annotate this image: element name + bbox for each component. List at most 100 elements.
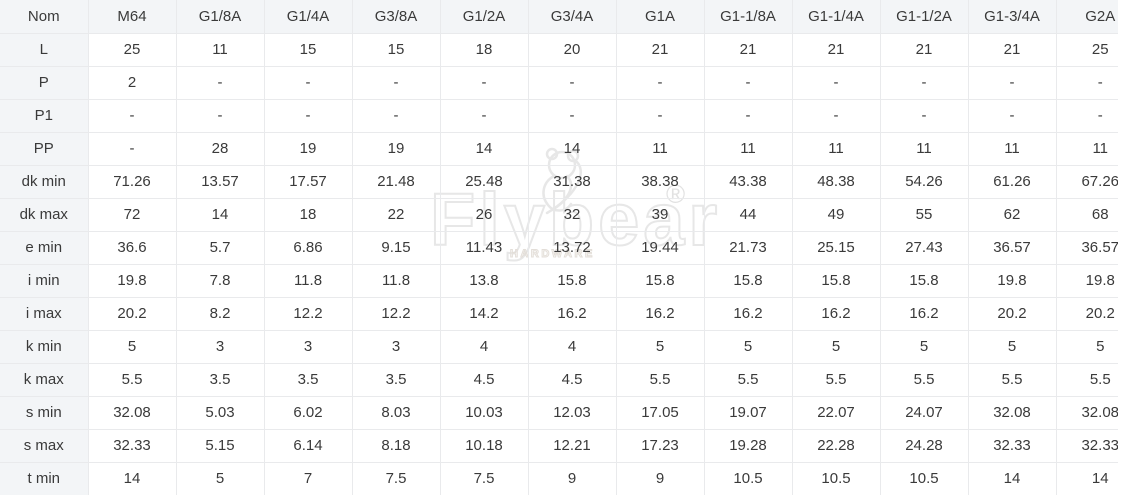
table-cell: 32.08: [968, 396, 1057, 430]
table-row: k min 5 3 3 3 4 4 5 5 5 5 5 5: [0, 330, 1118, 364]
table-cell: 68: [1056, 198, 1118, 232]
table-cell: -: [704, 99, 793, 133]
table-cell: 10.5: [792, 462, 881, 495]
row-label: i max: [0, 297, 89, 331]
table-cell: 4.5: [440, 363, 529, 397]
table-cell: 21: [880, 33, 969, 67]
table-cell: 11.8: [264, 264, 353, 298]
table-row: i max 20.2 8.2 12.2 12.2 14.2 16.2 16.2 16.2 16.2…: [0, 297, 1118, 331]
table-cell: 11.43: [440, 231, 529, 265]
table-cell: 16.2: [528, 297, 617, 331]
table-row: L 25 11 15 15 18 20 21 21 21 21 21 25: [0, 33, 1118, 67]
table-cell: 15.8: [880, 264, 969, 298]
table-cell: 11: [616, 132, 705, 166]
table-cell: 32.33: [88, 429, 177, 463]
table-cell: 14: [176, 198, 265, 232]
table-cell: -: [440, 99, 529, 133]
table-cell: 5.5: [704, 363, 793, 397]
table-cell: 14: [528, 132, 617, 166]
table-cell: 5: [792, 330, 881, 364]
table-cell: 5: [968, 330, 1057, 364]
table-cell: 5.5: [968, 363, 1057, 397]
table-cell: 21: [792, 33, 881, 67]
table-cell: 67.26: [1056, 165, 1118, 199]
table-cell: 19.8: [968, 264, 1057, 298]
table-cell: 25: [1056, 33, 1118, 67]
column-header: G1/4A: [264, 0, 353, 34]
table-cell: 12.2: [352, 297, 441, 331]
table-cell: 22: [352, 198, 441, 232]
table-cell: 12.03: [528, 396, 617, 430]
table-row: i min 19.8 7.8 11.8 11.8 13.8 15.8 15.8 15.8 15.8…: [0, 264, 1118, 298]
table-cell: 20: [528, 33, 617, 67]
table-cell: 10.5: [880, 462, 969, 495]
table-cell: 36.57: [968, 231, 1057, 265]
table-cell: -: [1056, 66, 1118, 100]
table-cell: 3: [352, 330, 441, 364]
table-cell: 5: [616, 330, 705, 364]
table-cell: 15: [264, 33, 353, 67]
table-cell: 28: [176, 132, 265, 166]
table-cell: 3.5: [264, 363, 353, 397]
table-cell: -: [88, 99, 177, 133]
table-cell: 5: [88, 330, 177, 364]
table-cell: 12.21: [528, 429, 617, 463]
table-cell: -: [792, 99, 881, 133]
table-cell: -: [264, 66, 353, 100]
table-cell: 32.33: [1056, 429, 1118, 463]
row-label: s max: [0, 429, 89, 463]
row-label-column-header: Nom: [0, 0, 89, 34]
table-cell: 71.26: [88, 165, 177, 199]
table-cell: 25: [88, 33, 177, 67]
table-cell: 55: [880, 198, 969, 232]
table-cell: 21: [704, 33, 793, 67]
table-cell: 10.03: [440, 396, 529, 430]
table-cell: -: [88, 132, 177, 166]
table-cell: 43.38: [704, 165, 793, 199]
table-cell: 3.5: [176, 363, 265, 397]
table-cell: 5.5: [88, 363, 177, 397]
table-cell: 72: [88, 198, 177, 232]
table-cell: 11: [176, 33, 265, 67]
table-cell: 11: [792, 132, 881, 166]
table-cell: 11: [1056, 132, 1118, 166]
table-cell: -: [528, 66, 617, 100]
table-cell: 18: [264, 198, 353, 232]
row-label: k max: [0, 363, 89, 397]
table-cell: 20.2: [968, 297, 1057, 331]
table-cell: 10.18: [440, 429, 529, 463]
table-row: P1- - - - - - - - - - - -: [0, 99, 1118, 133]
column-header: G1-1/4A: [792, 0, 881, 34]
row-label: PP: [0, 132, 89, 166]
table-cell: 14: [1056, 462, 1118, 495]
table-row: dk max 72 14 18 22 26 32 39 44 49 55 62 68: [0, 198, 1118, 232]
table-cell: 21.73: [704, 231, 793, 265]
table-cell: 15: [352, 33, 441, 67]
table-cell: 5.5: [792, 363, 881, 397]
table-cell: 11.8: [352, 264, 441, 298]
table-cell: 5.5: [880, 363, 969, 397]
table-cell: 9: [616, 462, 705, 495]
table-cell: -: [176, 66, 265, 100]
column-header: G3/8A: [352, 0, 441, 34]
table-cell: 16.2: [616, 297, 705, 331]
table-cell: 11: [968, 132, 1057, 166]
table-cell: 14: [88, 462, 177, 495]
table-cell: 17.57: [264, 165, 353, 199]
table-cell: 6.86: [264, 231, 353, 265]
table-cell: 11: [880, 132, 969, 166]
table-cell: 27.43: [880, 231, 969, 265]
table-cell: 8.2: [176, 297, 265, 331]
table-row: PP -28 19 19 14 14 11 11 11 11 11 11: [0, 132, 1118, 166]
column-header: G3/4A: [528, 0, 617, 34]
column-header: G1/8A: [176, 0, 265, 34]
table-cell: 24.07: [880, 396, 969, 430]
table-cell: 22.28: [792, 429, 881, 463]
table-row: e min 36.6 5.7 6.86 9.15 11.43 13.72 19.44 21.73…: [0, 231, 1118, 265]
column-header: G1/2A: [440, 0, 529, 34]
table-cell: 31.38: [528, 165, 617, 199]
table-cell: 14.2: [440, 297, 529, 331]
column-header: G1-1/8A: [704, 0, 793, 34]
